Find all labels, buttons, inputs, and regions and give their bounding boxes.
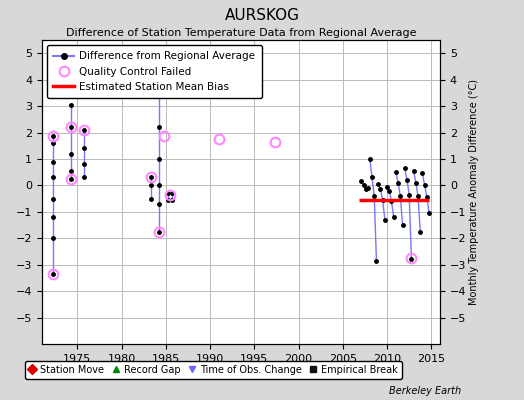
Title: Difference of Station Temperature Data from Regional Average: Difference of Station Temperature Data f… xyxy=(66,28,416,38)
Text: Berkeley Earth: Berkeley Earth xyxy=(389,386,461,396)
Legend: Station Move, Record Gap, Time of Obs. Change, Empirical Break: Station Move, Record Gap, Time of Obs. C… xyxy=(25,361,402,379)
Y-axis label: Monthly Temperature Anomaly Difference (°C): Monthly Temperature Anomaly Difference (… xyxy=(469,79,479,305)
Text: AURSKOG: AURSKOG xyxy=(224,8,300,23)
